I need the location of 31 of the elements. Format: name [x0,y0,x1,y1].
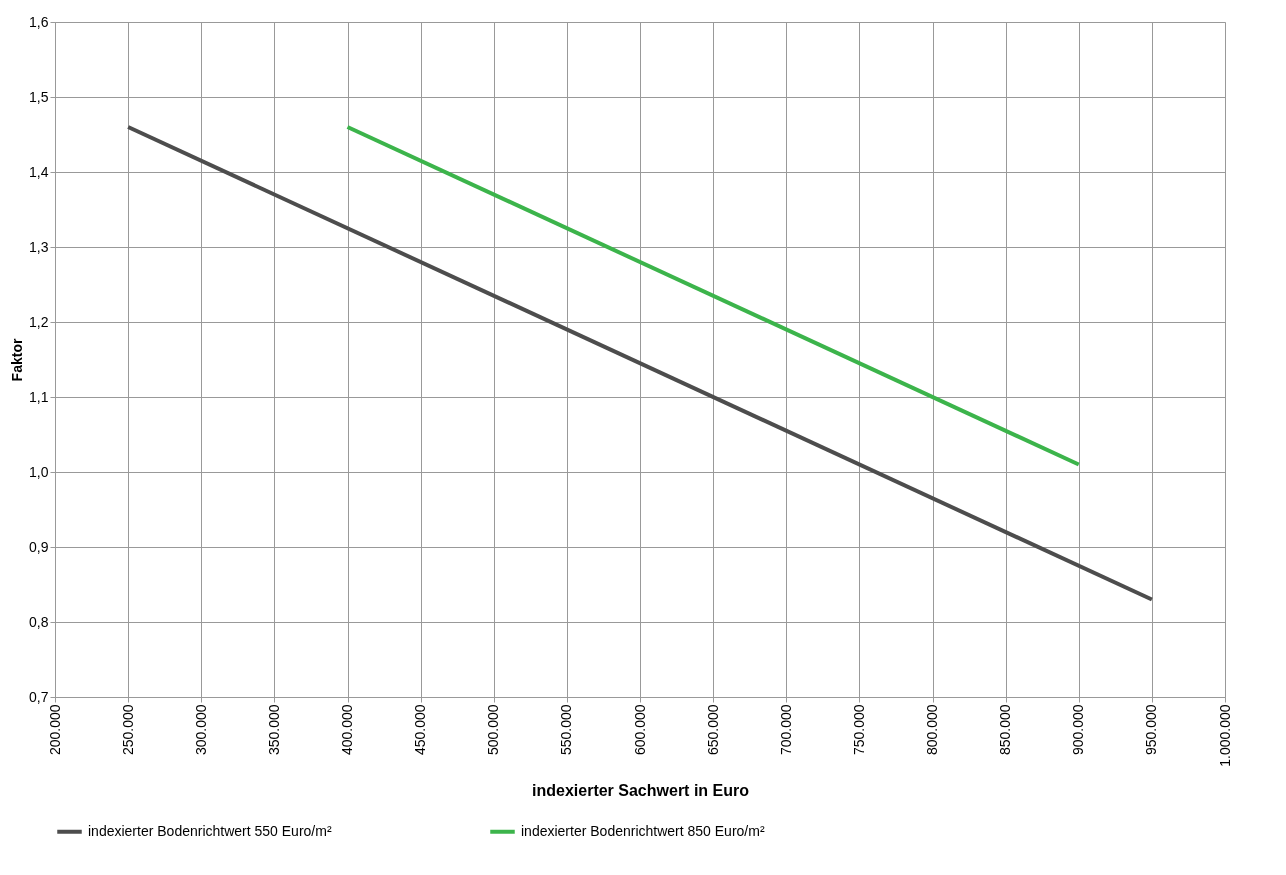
x-tick-label: 400.000 [339,704,355,756]
x-tick-label: 450.000 [412,704,429,756]
x-tick-label: 950.000 [1143,704,1160,756]
legend-label: indexierter Bodenrichtwert 850 Euro/m² [521,822,765,839]
x-tick-label: 700.000 [777,704,794,756]
x-tick-label: 1.000.000 [1216,704,1233,767]
x-tick-label: 500.000 [485,704,502,756]
y-tick-label: 1,3 [29,238,49,255]
y-axis-title: Faktor [9,338,26,382]
x-tick-label: 750.000 [850,704,867,756]
y-tick-label: 1,5 [29,88,49,105]
y-tick-label: 1,2 [29,313,49,330]
y-tick-label: 1,6 [29,13,49,30]
x-tick-label: 550.000 [558,704,575,756]
x-tick-label: 800.000 [924,704,940,756]
x-tick-label: 850.000 [997,704,1014,756]
y-tick-label: 0,9 [29,538,49,555]
y-tick-label: 1,0 [29,463,49,480]
x-tick-label: 350.000 [265,704,282,756]
y-tick-label: 1,1 [29,388,49,405]
legend-label: indexierter Bodenrichtwert 550 Euro/m² [88,822,332,839]
x-axis-title: indexierter Sachwert in Euro [532,781,750,799]
x-tick-label: 900.000 [1070,704,1087,756]
y-tick-label: 1,4 [29,163,49,180]
y-tick-label: 0,8 [29,613,49,630]
x-tick-label: 300.000 [192,704,209,756]
y-tick-label: 0,7 [29,688,49,705]
x-tick-label: 250.000 [119,704,136,756]
x-tick-label: 650.000 [704,704,721,756]
x-tick-label: 600.000 [631,704,648,756]
x-tick-label: 200.000 [46,704,63,756]
